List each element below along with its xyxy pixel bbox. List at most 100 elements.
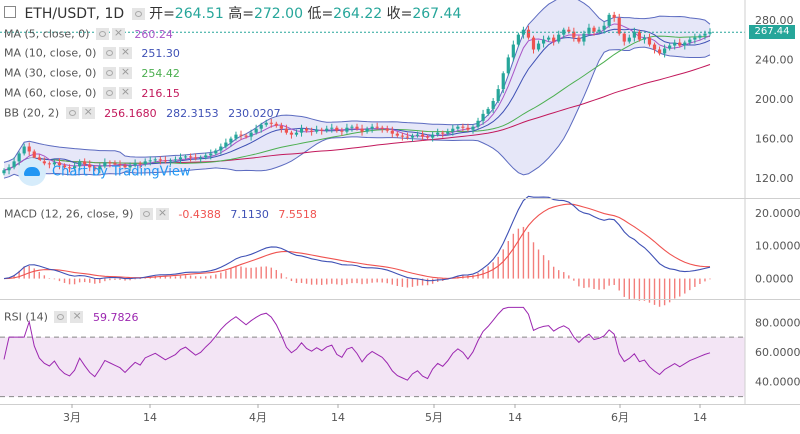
candle-body	[330, 127, 334, 129]
candle-body	[274, 123, 278, 126]
candle-body	[219, 146, 223, 151]
candle-body	[32, 151, 36, 158]
rsi-pane[interactable]	[0, 306, 745, 398]
ma30-settings-icon[interactable]	[102, 67, 116, 79]
macd-line-value: 7.1130	[230, 207, 269, 221]
candle-body	[521, 29, 526, 35]
candle-body	[7, 167, 11, 171]
price-pane[interactable]	[0, 0, 745, 179]
candle-body	[345, 127, 349, 132]
candle-body	[188, 156, 193, 158]
bb-basis-value: 256.1680	[104, 106, 157, 120]
legend-macd[interactable]: MACD (12, 26, close, 9) -0.4388 7.1130 7…	[4, 206, 317, 221]
bb-upper-value: 282.3153	[166, 106, 219, 120]
ma30-close-icon[interactable]	[118, 65, 132, 79]
candle-body	[199, 157, 203, 159]
candle-body	[380, 127, 384, 129]
rsi-tick-label: 80.0000	[755, 316, 800, 329]
candle-body	[42, 161, 46, 164]
candle-body	[652, 44, 657, 50]
candle-body	[592, 27, 596, 32]
candle-body	[451, 128, 455, 132]
candle-body	[476, 120, 480, 127]
tradingview-logo-icon	[18, 158, 46, 186]
candle-body	[582, 33, 586, 42]
candle-body	[93, 167, 97, 170]
candle-body	[385, 128, 389, 131]
candle-body	[304, 128, 309, 131]
candle-body	[627, 37, 631, 42]
candle-body	[113, 163, 117, 165]
candle-body	[78, 161, 82, 167]
macd-label: MACD (12, 26, close, 9)	[4, 207, 134, 221]
ma5-close-icon[interactable]	[111, 26, 125, 40]
legend-ma60[interactable]: MA (60, close, 0) 216.15	[4, 85, 180, 100]
candle-body	[57, 162, 62, 166]
close-value: 267.44	[412, 6, 462, 22]
candle-body	[153, 159, 157, 161]
candle-body	[168, 160, 173, 162]
candle-body	[17, 153, 21, 162]
rsi-line	[3, 306, 711, 381]
bb-label: BB (20, 2)	[4, 106, 60, 120]
price-tick-label: 160.00	[755, 133, 794, 146]
ma5-settings-icon[interactable]	[95, 28, 109, 40]
candle-body	[224, 142, 228, 147]
price-tick-label: 120.00	[755, 172, 794, 185]
candle-body	[405, 136, 410, 138]
bb-settings-icon[interactable]	[65, 107, 79, 119]
candle-body	[491, 100, 495, 109]
legend-ma30[interactable]: MA (30, close, 0) 254.42	[4, 65, 180, 80]
legend-rsi[interactable]: RSI (14) 59.7826	[4, 309, 138, 324]
candle-body	[158, 159, 162, 161]
macd-pane[interactable]	[3, 195, 711, 307]
candle-body	[567, 29, 571, 32]
candle-body	[703, 33, 707, 36]
candle-body	[27, 146, 31, 152]
ma60-settings-icon[interactable]	[102, 87, 116, 99]
candle-body	[123, 165, 127, 168]
rsi-tick-label: 60.0000	[755, 346, 800, 359]
bb-upper-line	[3, 0, 711, 163]
candle-body	[163, 160, 167, 162]
candle-body	[511, 44, 515, 58]
candle-body	[622, 33, 626, 42]
bb-close-icon[interactable]	[81, 105, 95, 119]
candle-body	[526, 29, 531, 38]
candle-body	[244, 135, 248, 137]
legend-bb[interactable]: BB (20, 2) 256.1680 282.3153 230.0207	[4, 105, 281, 120]
candle-body	[668, 45, 672, 49]
candle-body	[173, 159, 178, 161]
time-tick-label: 14	[508, 411, 522, 424]
macd-settings-icon[interactable]	[139, 208, 153, 220]
candle-body	[98, 166, 102, 170]
candle-body	[547, 37, 551, 40]
macd-close-icon[interactable]	[155, 206, 169, 220]
high-label: 高	[228, 6, 243, 22]
candle-body	[572, 31, 576, 38]
tradingview-watermark[interactable]: Chart by TradingView	[18, 158, 190, 186]
legend-ma10[interactable]: MA (10, close, 0) 251.30	[4, 45, 180, 60]
settings-icon[interactable]	[131, 8, 145, 20]
time-tick-label: 14	[143, 411, 157, 424]
rsi-settings-icon[interactable]	[54, 311, 68, 323]
candle-body	[678, 42, 682, 46]
symbol-label: ETH/USDT, 1D	[24, 6, 125, 22]
candle-body	[148, 160, 152, 162]
ma10-settings-icon[interactable]	[102, 47, 116, 59]
macd-signal-value: 7.5518	[278, 207, 317, 221]
candle-body	[178, 157, 183, 160]
candle-body	[663, 48, 667, 54]
candle-body	[446, 131, 450, 134]
legend-ma5[interactable]: MA (5, close, 0) 260.24	[4, 26, 173, 41]
low-label: 低	[307, 6, 322, 22]
candle-body	[103, 162, 107, 167]
ma60-close-icon[interactable]	[118, 85, 132, 99]
ma10-close-icon[interactable]	[118, 45, 132, 59]
time-tick-label: 14	[693, 411, 707, 424]
candle-body	[536, 43, 541, 50]
rsi-close-icon[interactable]	[70, 309, 84, 323]
collapse-icon[interactable]	[4, 6, 16, 18]
candle-body	[355, 126, 359, 129]
